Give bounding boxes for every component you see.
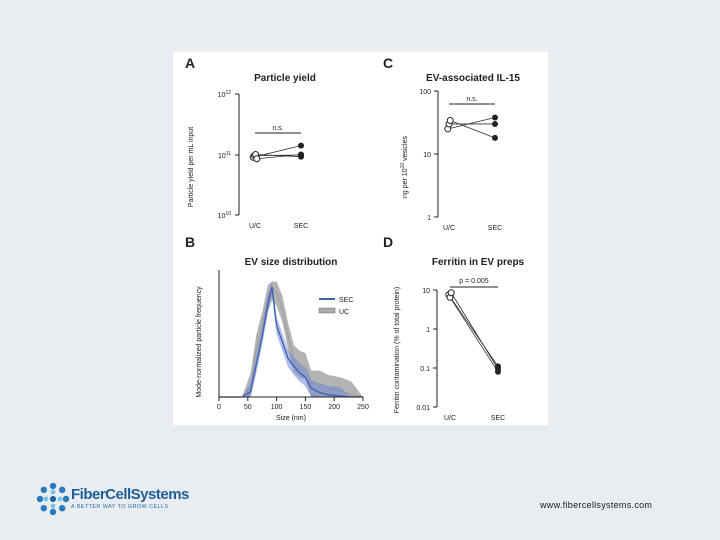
sec-point <box>298 151 304 158</box>
sec-point <box>492 120 498 127</box>
panel-b-letter: B <box>185 234 195 250</box>
panel-c: C EV-associated IL-15 ng per 1010 vesicl… <box>383 55 520 232</box>
panel-c-ytick-0: 100 <box>419 89 431 96</box>
pair-line <box>447 117 496 130</box>
figure-svg: A Particle yield Particle yield per mL i… <box>185 55 525 422</box>
panel-d: D Ferritin in EV preps Ferritin contamin… <box>383 234 525 422</box>
pair-line <box>450 120 496 139</box>
panel-d-ytick-2: 0.1 <box>420 366 430 373</box>
panel-a-ylabel: Particle yield per mL input <box>188 127 195 207</box>
panel-b-xtick-label: 150 <box>300 404 312 411</box>
panel-c-ytick-2: 1 <box>427 215 431 222</box>
panel-d-ytick-1: 1 <box>426 327 430 334</box>
panel-a-title: Particle yield <box>254 73 316 84</box>
panel-c-title: EV-associated IL-15 <box>426 73 520 84</box>
panel-a-letter: A <box>185 55 195 71</box>
panel-c-xtick-uc: U/C <box>443 225 455 232</box>
panel-b-xtick-label: 100 <box>271 404 283 411</box>
panel-c-marks <box>444 114 498 141</box>
website-link[interactable]: www.fibercellsystems.com <box>540 500 653 510</box>
pair-line <box>449 297 499 372</box>
panel-b-xtick-label: 50 <box>244 404 252 411</box>
sec-point <box>298 142 304 149</box>
panel-a-yaxis <box>235 93 240 216</box>
panel-d-title: Ferritin in EV preps <box>432 257 525 268</box>
panel-c-xtick-sec: SEC <box>488 225 502 232</box>
pair-line <box>255 154 302 158</box>
panel-c-ytick-1: 10 <box>423 152 431 159</box>
panel-b-xlabel: Size (nm) <box>276 415 306 422</box>
panel-b-ylabel: Mode-normalized particle frequency <box>196 286 203 398</box>
panel-a-ytick-1: 1011 <box>218 151 231 160</box>
panel-b-areas <box>219 281 364 398</box>
panel-b: B EV size distribution Mode-normalized p… <box>185 234 369 422</box>
panel-d-yaxis <box>433 289 438 408</box>
panel-d-marks <box>445 289 501 375</box>
panel-b-xtick-label: 0 <box>217 404 221 411</box>
logo-icon <box>36 482 70 516</box>
brand-logo: FiberCellSystems A BETTER WAY TO GROW CE… <box>36 480 189 520</box>
sec-line <box>219 286 363 398</box>
panel-a-xtick-uc: U/C <box>249 223 261 230</box>
panel-c-letter: C <box>383 55 393 71</box>
panel-d-ytick-3: 0.01 <box>416 405 430 412</box>
panel-d-annotation: p = 0.005 <box>459 278 488 285</box>
legend-uc-swatch <box>318 307 336 314</box>
panel-b-legend: SEC UC <box>318 297 353 316</box>
panel-b-xtick-label: 200 <box>328 404 340 411</box>
panel-a-annotation: n.s. <box>272 125 283 132</box>
sec-point <box>492 134 498 141</box>
panel-b-title: EV size distribution <box>245 257 338 268</box>
panel-d-xtick-sec: SEC <box>491 415 505 422</box>
legend-sec-label: SEC <box>339 297 353 304</box>
panel-d-letter: D <box>383 234 393 250</box>
uc-point <box>253 155 261 163</box>
logo-tagline: A BETTER WAY TO GROW CELLS <box>71 504 169 510</box>
uc-point <box>446 117 454 125</box>
sec-point <box>495 365 501 372</box>
pair-line <box>256 154 302 160</box>
panel-a-xtick-sec: SEC <box>294 223 308 230</box>
pair-line <box>448 294 499 367</box>
panel-a-marks <box>249 142 304 163</box>
panel-b-xticks: 0 50 100 150 200 250 <box>217 397 369 411</box>
logo-name: FiberCellSystems <box>71 486 189 503</box>
panel-d-ytick-0: 10 <box>422 288 430 295</box>
panel-d-xtick-uc: U/C <box>444 415 456 422</box>
panel-d-ylabel: Ferritin contamination (% of total prote… <box>394 287 401 413</box>
figure-panel: A Particle yield Particle yield per mL i… <box>173 52 548 425</box>
panel-c-yaxis <box>434 90 439 218</box>
sec-point <box>492 114 498 121</box>
panel-a: A Particle yield Particle yield per mL i… <box>185 55 316 230</box>
legend-uc-label: UC <box>339 309 349 316</box>
panel-b-xtick-label: 250 <box>357 404 369 411</box>
panel-a-ytick-2: 1010 <box>218 211 232 220</box>
panel-a-ytick-0: 1012 <box>218 90 232 99</box>
panel-c-annotation: n.s. <box>466 96 477 103</box>
uc-point <box>447 289 455 297</box>
panel-c-ylabel: ng per 1010 vesicles <box>400 136 409 198</box>
pair-line <box>450 292 499 370</box>
